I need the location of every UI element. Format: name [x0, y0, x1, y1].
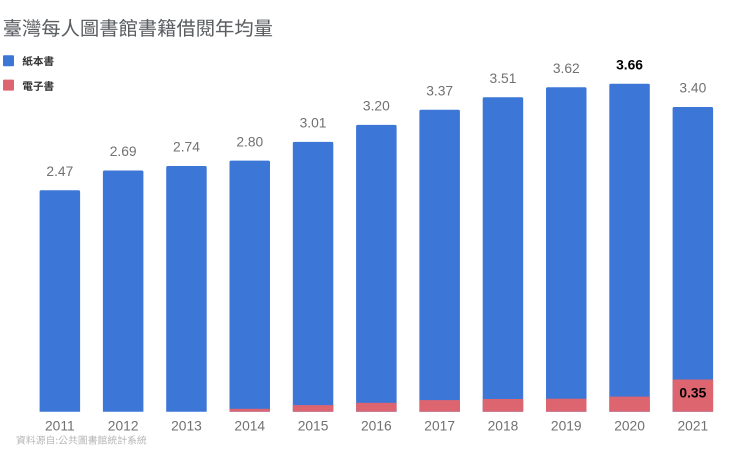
svg-text:2016: 2016 [361, 418, 392, 433]
svg-text:2014: 2014 [234, 418, 265, 433]
svg-text:2019: 2019 [551, 418, 582, 433]
svg-text:2018: 2018 [488, 418, 519, 433]
svg-text:3.01: 3.01 [300, 116, 327, 131]
svg-text:2017: 2017 [424, 418, 455, 433]
svg-text:2020: 2020 [614, 418, 645, 433]
svg-text:3.66: 3.66 [616, 58, 643, 73]
svg-text:2013: 2013 [171, 418, 202, 433]
svg-text:0.35: 0.35 [679, 385, 706, 400]
svg-text:2011: 2011 [45, 418, 75, 433]
svg-text:3.62: 3.62 [553, 61, 580, 76]
svg-text:3.51: 3.51 [490, 71, 517, 86]
svg-text:3.40: 3.40 [679, 81, 706, 96]
svg-text:3.20: 3.20 [363, 99, 390, 114]
svg-text:2.47: 2.47 [46, 164, 73, 179]
svg-text:2012: 2012 [108, 418, 139, 433]
svg-text:2.74: 2.74 [173, 140, 200, 155]
svg-text:3.37: 3.37 [426, 83, 453, 98]
svg-text:2.80: 2.80 [236, 134, 263, 149]
svg-text:2.69: 2.69 [110, 144, 137, 159]
svg-text:2015: 2015 [298, 418, 329, 433]
svg-text:2021: 2021 [677, 418, 708, 433]
